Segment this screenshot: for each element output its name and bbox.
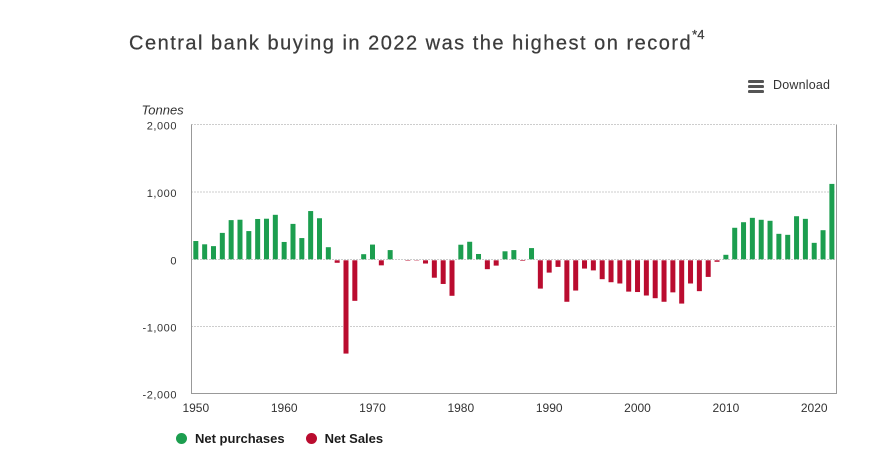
svg-text:1990: 1990 (536, 401, 563, 415)
svg-text:-2,000: -2,000 (143, 389, 178, 401)
svg-text:1960: 1960 (271, 401, 298, 415)
svg-text:0: 0 (170, 255, 177, 267)
svg-text:1970: 1970 (359, 401, 386, 415)
svg-text:2,000: 2,000 (147, 120, 177, 132)
svg-text:2010: 2010 (713, 401, 740, 415)
svg-text:2020: 2020 (801, 401, 828, 415)
svg-text:1980: 1980 (447, 401, 474, 415)
svg-text:Tonnes: Tonnes (142, 103, 185, 118)
svg-text:-1,000: -1,000 (143, 323, 178, 335)
svg-text:1950: 1950 (182, 401, 209, 415)
svg-text:2000: 2000 (624, 401, 651, 415)
svg-text:1,000: 1,000 (147, 188, 177, 200)
